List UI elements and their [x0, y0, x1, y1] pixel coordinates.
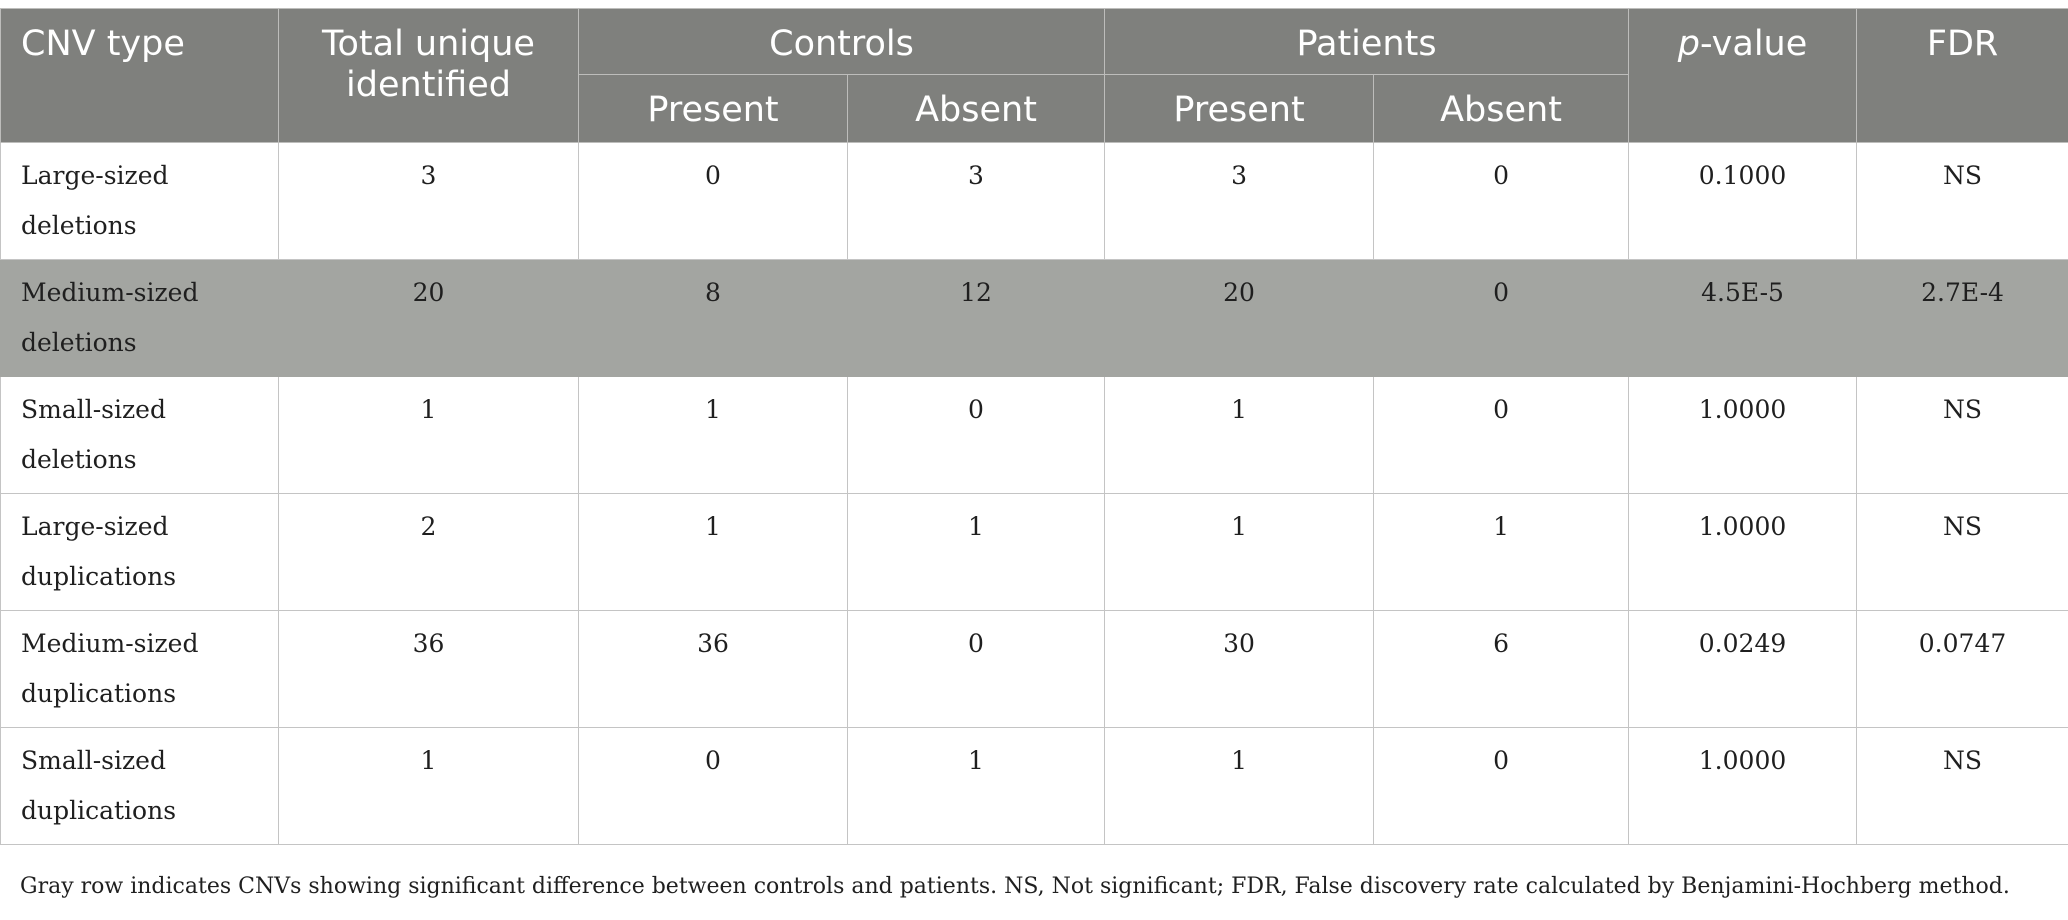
cell-cnv-type: Large-sized duplications [0, 493, 279, 611]
table-body: Large-sized deletions 3 0 3 3 0 0.1000 N… [0, 142, 2068, 845]
cell-patients-absent: 0 [1373, 259, 1630, 377]
header-patients-present: Present [1104, 74, 1375, 143]
table-row: Small-sized deletions 1 1 0 1 0 1.0000 N… [0, 376, 2068, 494]
cell-p-value: 1.0000 [1628, 376, 1858, 494]
cell-p-value: 4.5E-5 [1628, 259, 1858, 377]
cell-fdr: NS [1856, 727, 2068, 845]
cell-fdr: NS [1856, 142, 2068, 260]
header-fdr: FDR [1856, 8, 2068, 143]
cell-patients-present: 1 [1104, 727, 1375, 845]
table-row: Large-sized deletions 3 0 3 3 0 0.1000 N… [0, 142, 2068, 260]
header-patients-absent: Absent [1373, 74, 1630, 143]
cell-p-value: 0.0249 [1628, 610, 1858, 728]
cell-fdr: 2.7E-4 [1856, 259, 2068, 377]
cell-patients-present: 30 [1104, 610, 1375, 728]
cell-controls-absent: 1 [846, 493, 1106, 611]
header-controls: Controls [577, 8, 1106, 75]
cell-cnv-type: Small-sized deletions [0, 376, 279, 494]
cell-controls-absent: 12 [846, 259, 1106, 377]
cell-controls-present: 0 [578, 142, 848, 260]
cell-patients-absent: 0 [1373, 727, 1630, 845]
cell-p-value: 1.0000 [1628, 493, 1858, 611]
cell-total: 20 [278, 259, 579, 377]
header-controls-absent: Absent [846, 74, 1106, 143]
cell-patients-absent: 0 [1373, 376, 1630, 494]
cell-total: 36 [278, 610, 579, 728]
cell-controls-absent: 0 [846, 610, 1106, 728]
header-total-unique: Total unique identified [278, 8, 579, 143]
cell-controls-present: 0 [578, 727, 848, 845]
cell-controls-present: 36 [578, 610, 848, 728]
header-p-value: p-value [1628, 8, 1858, 143]
table-row: Medium-sized duplications 36 36 0 30 6 0… [0, 610, 2068, 728]
table-row-highlighted: Medium-sized deletions 20 8 12 20 0 4.5E… [0, 259, 2068, 377]
cell-cnv-type: Medium-sized duplications [0, 610, 279, 728]
table-row: Small-sized duplications 1 0 1 1 0 1.000… [0, 727, 2068, 845]
cell-patients-absent: 0 [1373, 142, 1630, 260]
cell-fdr: NS [1856, 493, 2068, 611]
cell-patients-absent: 1 [1373, 493, 1630, 611]
cell-total: 1 [278, 727, 579, 845]
header-controls-present: Present [578, 74, 848, 143]
cell-controls-absent: 1 [846, 727, 1106, 845]
cell-patients-present: 3 [1104, 142, 1375, 260]
cell-patients-present: 1 [1104, 493, 1375, 611]
cell-cnv-type: Medium-sized deletions [0, 259, 279, 377]
header-p-value-rest: -value [1699, 24, 1808, 64]
cell-patients-absent: 6 [1373, 610, 1630, 728]
cell-controls-absent: 0 [846, 376, 1106, 494]
cell-patients-present: 1 [1104, 376, 1375, 494]
cell-total: 2 [278, 493, 579, 611]
header-cnv-type: CNV type [0, 8, 279, 143]
cell-controls-present: 1 [578, 376, 848, 494]
cell-controls-present: 1 [578, 493, 848, 611]
cell-p-value: 1.0000 [1628, 727, 1858, 845]
table-header: CNV type Total unique identified Control… [0, 8, 2068, 143]
table-row: Large-sized duplications 2 1 1 1 1 1.000… [0, 493, 2068, 611]
cell-total: 3 [278, 142, 579, 260]
cell-cnv-type: Small-sized duplications [0, 727, 279, 845]
cnv-table-container: CNV type Total unique identified Control… [0, 8, 2068, 845]
header-patients: Patients [1104, 8, 1630, 75]
cell-cnv-type: Large-sized deletions [0, 142, 279, 260]
cell-p-value: 0.1000 [1628, 142, 1858, 260]
cell-total: 1 [278, 376, 579, 494]
cnv-table: CNV type Total unique identified Control… [0, 8, 2068, 845]
cell-controls-absent: 3 [846, 142, 1106, 260]
header-p-value-italic: p [1677, 24, 1700, 64]
cell-patients-present: 20 [1104, 259, 1375, 377]
table-footnote: Gray row indicates CNVs showing signific… [20, 874, 2010, 899]
cell-controls-present: 8 [578, 259, 848, 377]
cell-fdr: 0.0747 [1856, 610, 2068, 728]
cell-fdr: NS [1856, 376, 2068, 494]
